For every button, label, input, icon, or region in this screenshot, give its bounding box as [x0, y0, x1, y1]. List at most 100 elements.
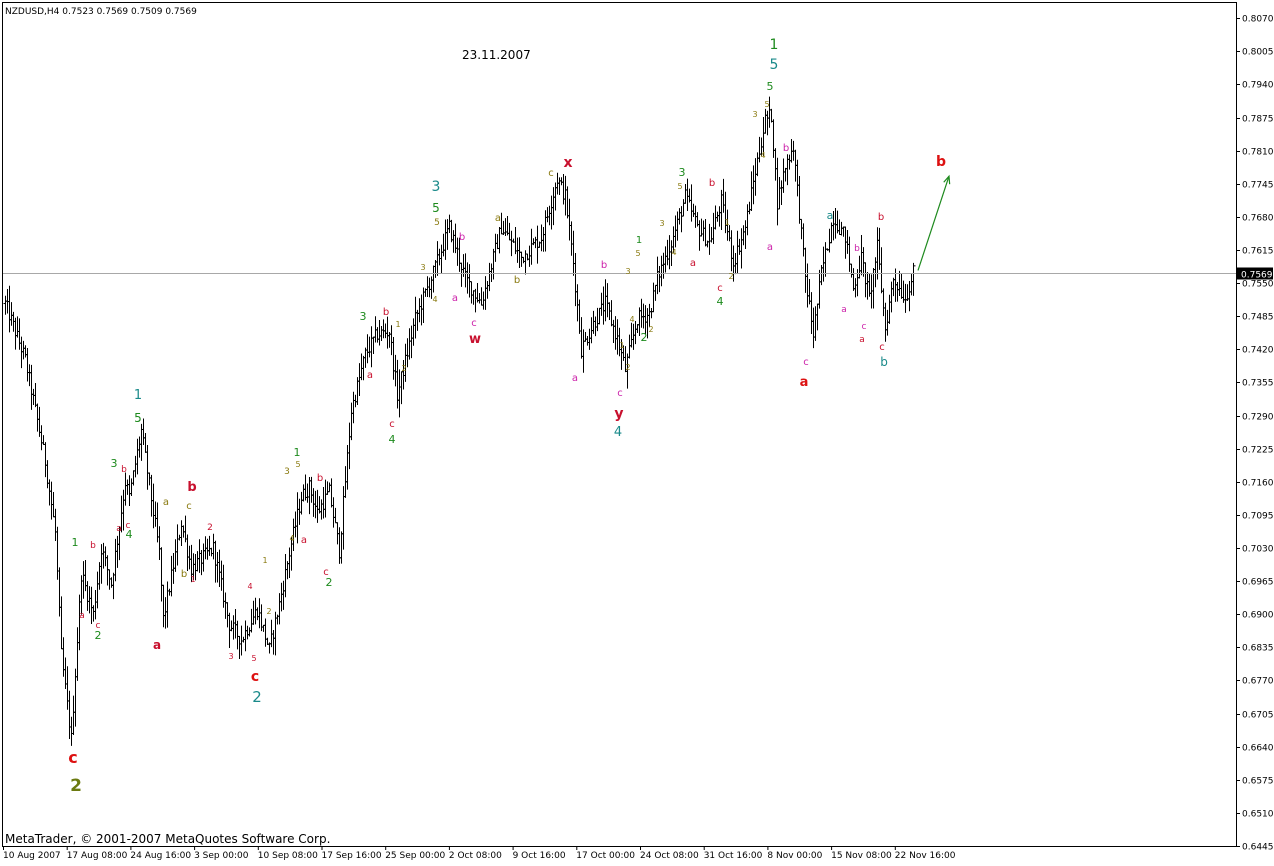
- wave-label: 3: [360, 310, 367, 323]
- wave-label: 3: [111, 457, 118, 470]
- wave-label: c: [186, 501, 192, 512]
- wave-label: 5: [767, 80, 774, 93]
- wave-label: a: [116, 524, 122, 534]
- wave-label: c: [471, 318, 477, 329]
- y-tick-label: 0.7550: [1242, 280, 1274, 290]
- wave-label: b: [936, 154, 946, 170]
- y-tick-label: 0.8005: [1242, 48, 1274, 58]
- wave-label: 3: [659, 219, 664, 228]
- wave-label: 1: [724, 218, 729, 227]
- wave-label: a: [367, 370, 373, 381]
- x-tick-label: 10 Sep 08:00: [258, 851, 318, 861]
- forecast-arrow: [917, 174, 951, 271]
- wave-label: c: [68, 748, 77, 767]
- wave-label: b: [709, 178, 715, 189]
- wave-label: 4: [760, 151, 765, 160]
- y-tick-label: 0.7745: [1242, 181, 1274, 191]
- wave-label: a: [452, 293, 458, 304]
- wave-label: b: [514, 275, 520, 286]
- wave-label: a: [153, 638, 161, 652]
- y-tick-label: 0.7290: [1242, 413, 1274, 423]
- y-tick-label: 0.6705: [1242, 711, 1274, 721]
- y-tick-label: 0.7680: [1242, 214, 1274, 224]
- wave-label: 4: [629, 315, 634, 324]
- wave-label: 2: [728, 272, 733, 281]
- wave-label: b: [121, 465, 127, 475]
- wave-label: 1: [636, 235, 642, 246]
- x-tick-label: 8 Nov 00:00: [767, 851, 822, 861]
- y-tick-label: 0.6640: [1242, 744, 1274, 754]
- wave-label: y: [614, 406, 623, 422]
- wave-label: 2: [266, 607, 271, 616]
- wave-label: b: [459, 232, 465, 243]
- wave-label: a: [572, 373, 578, 384]
- wave-label: c: [251, 669, 259, 685]
- wave-label: a: [301, 535, 307, 546]
- wave-label: c: [548, 168, 554, 179]
- ohlc-bars: [3, 96, 916, 746]
- wave-label: c: [617, 388, 623, 399]
- x-tick-label: 31 Oct 16:00: [704, 851, 763, 861]
- wave-label: 2: [207, 523, 213, 533]
- wave-label: 4: [247, 582, 252, 591]
- wave-label: 4: [389, 433, 396, 446]
- wave-label: b: [181, 569, 187, 580]
- wave-label: x: [563, 155, 572, 171]
- wave-label: b: [854, 244, 860, 254]
- wave-label: a: [859, 335, 865, 345]
- wave-label: b: [880, 355, 888, 369]
- wave-label: a: [841, 305, 847, 315]
- y-tick-label: 0.7355: [1242, 379, 1274, 389]
- y-tick-label: 0.8070: [1242, 15, 1274, 25]
- wave-label: a: [827, 209, 834, 222]
- price-axis: 0.8070 0.8005 0.7940 0.7875 0.7810 0.7745 0.76…: [1236, 15, 1274, 853]
- wave-label: b: [187, 480, 196, 495]
- wave-label: 2: [401, 364, 406, 373]
- wave-label: c: [389, 419, 395, 430]
- wave-label: b: [90, 541, 96, 551]
- wave-label: 5: [635, 249, 640, 258]
- x-tick-label: 17 Sep 16:00: [322, 851, 382, 861]
- wave-label: c: [862, 322, 867, 332]
- wave-label: a: [767, 242, 773, 253]
- wave-label: 1: [395, 320, 400, 329]
- wave-label: 1: [770, 37, 779, 53]
- wave-label: 3: [625, 267, 630, 276]
- x-tick-label: 24 Oct 08:00: [640, 851, 699, 861]
- wave-label: b: [878, 212, 884, 223]
- wave-label: 3: [420, 263, 425, 272]
- wave-label: 2: [326, 576, 333, 589]
- wave-label: c: [96, 621, 101, 631]
- current-price-label: 0.7569: [1241, 271, 1273, 281]
- current-price-marker: 0.7569: [1237, 267, 1273, 281]
- wave-label: a: [800, 375, 809, 390]
- wave-label: a: [163, 497, 169, 508]
- y-tick-label: 0.6965: [1242, 578, 1274, 588]
- x-tick-label: 9 Oct 16:00: [513, 851, 566, 861]
- wave-label: 4: [717, 295, 724, 308]
- wave-label: 4: [289, 534, 294, 543]
- wave-label: 2: [95, 629, 102, 642]
- wave-label: w: [469, 332, 481, 347]
- y-tick-label: 0.6510: [1242, 810, 1274, 820]
- wave-label: 1: [134, 388, 142, 403]
- x-tick-label: 10 Aug 2007: [3, 851, 61, 861]
- plot-area-border: [2, 2, 1237, 847]
- wave-label: a: [495, 213, 501, 224]
- y-tick-label: 0.7810: [1242, 148, 1274, 158]
- x-tick-label: 24 Aug 16:00: [130, 851, 191, 861]
- wave-label: c: [323, 567, 329, 578]
- wave-label: b: [317, 473, 323, 484]
- date-stamp: 23.11.2007: [462, 48, 531, 62]
- wave-label: 5: [677, 182, 682, 191]
- wave-label: c: [803, 357, 809, 368]
- y-tick-label: 0.7225: [1242, 446, 1274, 456]
- x-tick-label: 15 Nov 08:00: [831, 851, 892, 861]
- x-tick-label: 17 Aug 08:00: [67, 851, 128, 861]
- wave-label: 3: [432, 179, 441, 195]
- y-tick-label: 0.7940: [1242, 81, 1274, 91]
- wave-label: 1: [190, 575, 195, 584]
